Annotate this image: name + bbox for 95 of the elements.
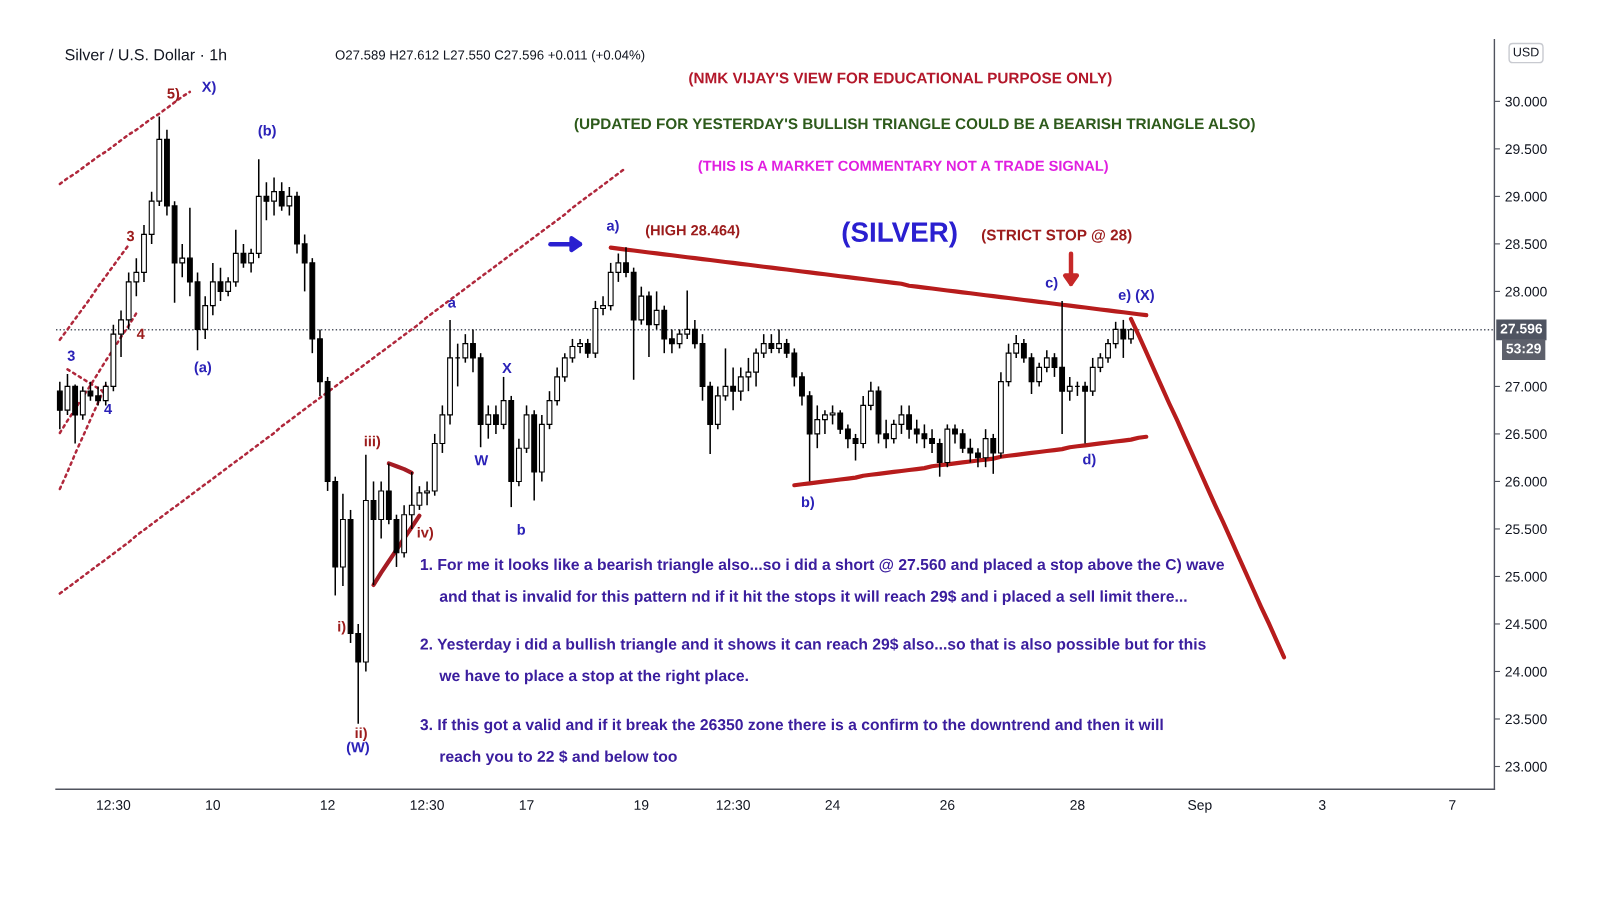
y-tick-label: 25.500 bbox=[1505, 524, 1547, 535]
candlestick bbox=[600, 295, 606, 316]
annotation: ii) bbox=[355, 727, 367, 741]
annotation: i) bbox=[338, 620, 346, 635]
candlestick bbox=[186, 207, 193, 297]
x-tick-label: 24 bbox=[825, 800, 840, 810]
candlestick bbox=[623, 246, 629, 278]
annotation: 3. If this got a valid and if it break the 26350 zone there is a confirm to the downtrend and then it will reach you to 22 $ and below too bbox=[420, 718, 1163, 766]
candlestick bbox=[776, 328, 782, 354]
y-tick-label: 26.500 bbox=[1505, 429, 1547, 440]
annotation: 4 bbox=[104, 403, 113, 414]
y-tick-label: 29.000 bbox=[1505, 191, 1547, 202]
candlestick bbox=[462, 333, 469, 364]
annotation: (b) bbox=[258, 125, 276, 139]
y-tick-label: 27.000 bbox=[1505, 381, 1547, 392]
annotation: b) bbox=[801, 496, 815, 511]
annotation: W bbox=[474, 455, 489, 466]
chart-title: Silver / U.S. Dollar · 1h bbox=[65, 48, 227, 61]
x-tick-label: 3 bbox=[1318, 800, 1326, 810]
annotation: (STRICT STOP @ 28) bbox=[981, 229, 1132, 244]
candlestick bbox=[952, 423, 958, 445]
text: O27.589 H27.612 L27.550 C27.596 +0.011 (+0.04%) bbox=[335, 49, 645, 63]
x-tick-label: 12 bbox=[320, 800, 335, 810]
candlestick bbox=[271, 176, 277, 217]
candlestick bbox=[424, 480, 431, 506]
y-tick-label: 24.000 bbox=[1505, 666, 1547, 677]
annotation: (THIS IS A MARKET COMMENTARY NOT A TRADE SIGNAL) bbox=[698, 160, 1108, 174]
x-tick-label: Sep bbox=[1188, 800, 1212, 813]
y-axis-title: USD bbox=[1513, 47, 1539, 57]
annotation: (HIGH 28.464) bbox=[645, 224, 740, 239]
y-tick-label: 29.500 bbox=[1505, 144, 1547, 155]
annotation: (UPDATED FOR YESTERDAY'S BULLISH TRIANGLE COULD BE A BEARISH TRIANGLE ALSO) bbox=[574, 117, 1255, 133]
annotation: (SILVER) bbox=[842, 221, 957, 248]
candlestick bbox=[929, 428, 935, 454]
annotation: 3 bbox=[126, 230, 135, 242]
line-series bbox=[58, 90, 192, 186]
text: 53:29 bbox=[1506, 343, 1541, 354]
candlestick bbox=[730, 366, 737, 411]
annotation: iv) bbox=[417, 526, 434, 541]
annotation: a) bbox=[606, 220, 619, 234]
candlestick bbox=[118, 309, 124, 358]
candlestick bbox=[668, 328, 675, 354]
x-tick-label: 12:30 bbox=[716, 800, 750, 810]
x-tick-label: 12:30 bbox=[410, 800, 444, 810]
y-tick-label: 25.000 bbox=[1505, 571, 1547, 582]
x-tick-label: 7 bbox=[1449, 800, 1456, 810]
candlestick bbox=[95, 385, 102, 407]
candlestick bbox=[753, 347, 759, 388]
x-tick-label: 12:30 bbox=[97, 800, 131, 810]
x-tick-label: 17 bbox=[519, 800, 534, 810]
ref-line-label: 27.596 bbox=[1500, 323, 1543, 334]
x-tick-label: 28 bbox=[1070, 800, 1085, 810]
candlestick bbox=[1105, 338, 1111, 364]
candlestick bbox=[248, 247, 255, 274]
candlestick bbox=[799, 371, 805, 407]
annotation: X bbox=[502, 363, 512, 374]
candlestick bbox=[822, 409, 828, 435]
y-tick-label: 28.500 bbox=[1505, 239, 1547, 250]
annotation: (NMK VIJAY'S VIEW FOR EDUCATIONAL PURPOSE ONLY) bbox=[689, 72, 1112, 87]
candlestick bbox=[1059, 300, 1066, 435]
annotation: b bbox=[517, 524, 526, 535]
annotation: 5) bbox=[167, 87, 180, 102]
line-series bbox=[58, 312, 138, 435]
candlestick bbox=[975, 447, 981, 468]
y-tick-label: 23.000 bbox=[1505, 761, 1547, 772]
annotation: d) bbox=[1083, 453, 1096, 468]
annotation: c) bbox=[1045, 276, 1058, 291]
line-series bbox=[58, 243, 130, 342]
y-tick-label: 23.500 bbox=[1505, 714, 1547, 725]
candlestick bbox=[493, 404, 499, 435]
annotation: X) bbox=[201, 81, 216, 95]
annotation: e) (X) bbox=[1118, 289, 1154, 303]
annotation: iii) bbox=[364, 435, 381, 450]
candlestick bbox=[1082, 380, 1088, 445]
candlestick bbox=[577, 338, 584, 354]
y-tick-label: 30.000 bbox=[1505, 96, 1547, 107]
candlestick bbox=[1066, 376, 1073, 402]
annotation: (W) bbox=[346, 741, 369, 756]
candlestick bbox=[844, 423, 851, 449]
annotation: 4 bbox=[136, 328, 145, 339]
annotation: 1. For me it looks like a bearish triangle also...so i did a short @ 27.560 and placed a stop above the C) wave and that is invalid for this pattern nd if it hit the stops it will reach 29$ and i placed a sell limit there... bbox=[420, 558, 1225, 605]
annotation: 3 bbox=[67, 350, 75, 361]
y-tick-label: 26.000 bbox=[1505, 476, 1547, 487]
annotation: a bbox=[448, 299, 456, 308]
candlestick bbox=[470, 328, 476, 373]
annotation: (a) bbox=[194, 361, 212, 376]
x-tick-label: 26 bbox=[940, 800, 955, 810]
line-series bbox=[792, 434, 1149, 488]
y-tick-label: 28.000 bbox=[1505, 286, 1547, 297]
candlestick bbox=[906, 404, 913, 440]
y-tick-label: 24.500 bbox=[1505, 619, 1547, 630]
candlestick bbox=[454, 342, 461, 388]
x-tick-label: 10 bbox=[206, 800, 221, 810]
annotation: 2. Yesterday i did a bullish triangle and it shows it can reach 29$ also...so that is also possible but for this we have to place a stop at the right place. bbox=[420, 637, 1206, 685]
x-tick-label: 19 bbox=[634, 800, 649, 810]
